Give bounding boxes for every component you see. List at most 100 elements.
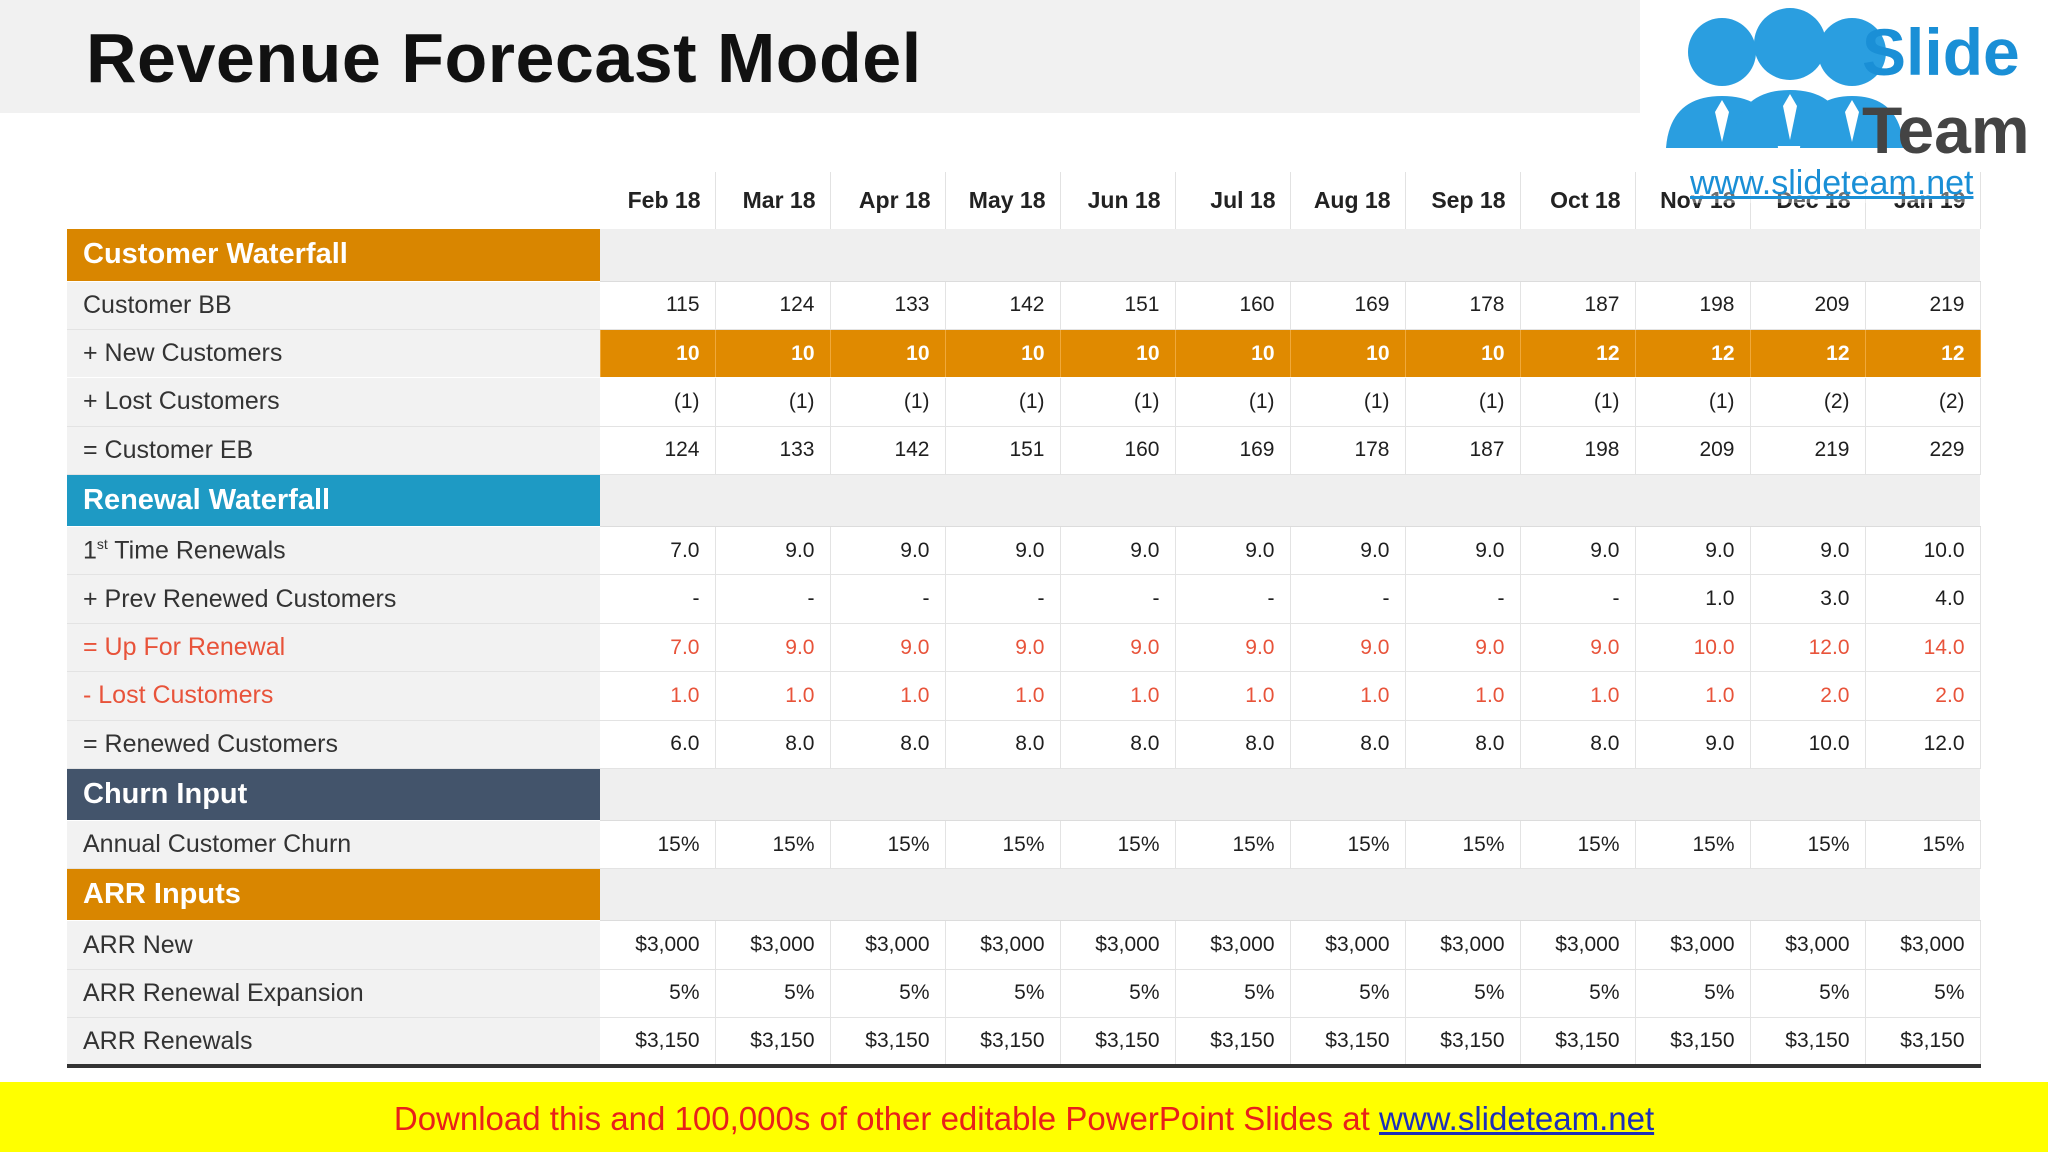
value-cell: $3,150 [1060, 1017, 1176, 1069]
value-cell: 7.0 [600, 623, 716, 673]
banner-link[interactable]: www.slideteam.net [1379, 1100, 1655, 1137]
value-cell: 9.0 [1635, 526, 1751, 576]
row-label: ARR Renewal Expansion [67, 969, 600, 1019]
tie-icons [1715, 94, 1859, 142]
value-cell: 12 [1750, 329, 1866, 379]
value-cell: 10 [715, 329, 831, 379]
row-label: Customer BB [67, 281, 600, 330]
value-cell: 5% [715, 969, 831, 1019]
month-header: Nov 18 [1635, 172, 1751, 229]
value-cell: 8.0 [1175, 720, 1291, 770]
value-cell: 8.0 [1520, 720, 1636, 770]
value-cell: $3,150 [1750, 1017, 1866, 1069]
value-cell: 2.0 [1750, 671, 1866, 721]
value-cell: 10 [1405, 329, 1521, 379]
value-cell: - [830, 574, 946, 624]
value-cell: (1) [1405, 377, 1521, 427]
value-cell: 209 [1635, 426, 1751, 476]
row-label: Annual Customer Churn [67, 820, 600, 870]
value-cell: 5% [1175, 969, 1291, 1019]
value-cell: $3,150 [1405, 1017, 1521, 1069]
value-cell: 10.0 [1635, 623, 1751, 673]
page-title: Revenue Forecast Model [86, 19, 922, 97]
month-header: Oct 18 [1520, 172, 1636, 229]
value-cell: $3,000 [600, 920, 716, 970]
value-cell: 5% [830, 969, 946, 1019]
row-renewed-customers: = Renewed Customers 6.0 8.0 8.0 8.0 8.0 8.0 8.… [67, 720, 1981, 770]
row-label: ARR New [67, 920, 600, 970]
slideteam-logo[interactable] [1640, 0, 2048, 200]
section-header-fill [600, 229, 1980, 282]
value-cell: 1.0 [1635, 671, 1751, 721]
value-cell: 9.0 [1175, 526, 1291, 576]
value-cell: 15% [1405, 820, 1521, 870]
value-cell: 1.0 [1405, 671, 1521, 721]
logo-wordmark-slide: Slide [1862, 15, 2020, 89]
month-header: Feb 18 [600, 172, 716, 229]
value-cell: 15% [1750, 820, 1866, 870]
month-header: Sep 18 [1405, 172, 1521, 229]
row-arr-renewal-expansion: ARR Renewal Expansion 5% 5% 5% 5% 5% 5% 5% 5% 5%… [67, 969, 1981, 1019]
value-cell: (1) [1175, 377, 1291, 427]
value-cell: 133 [715, 426, 831, 476]
value-cell: 15% [830, 820, 946, 870]
section-title: ARR Inputs [67, 868, 600, 922]
row-customer-eb: = Customer EB 124 133 142 151 160 169 178 187 19… [67, 426, 1981, 476]
row-customer-bb: Customer BB 115 124 133 142 151 160 169 178 187 1… [67, 281, 1981, 330]
value-cell: 198 [1520, 426, 1636, 476]
month-header: May 18 [945, 172, 1061, 229]
logo-url-link[interactable]: www.slideteam.net [1690, 164, 1974, 203]
header-spacer [67, 172, 600, 229]
value-cell: 5% [1290, 969, 1406, 1019]
value-cell: - [715, 574, 831, 624]
row-label: = Up For Renewal [67, 623, 600, 673]
value-cell: 14.0 [1865, 623, 1981, 673]
value-cell: - [600, 574, 716, 624]
month-header: Apr 18 [830, 172, 946, 229]
value-cell: - [1520, 574, 1636, 624]
value-cell: $3,000 [1635, 920, 1751, 970]
value-cell: $3,000 [1175, 920, 1291, 970]
value-cell: 160 [1175, 281, 1291, 330]
value-cell: 169 [1175, 426, 1291, 476]
download-banner-text: Download this and 100,000s of other edit… [0, 1100, 2048, 1138]
value-cell: 12 [1520, 329, 1636, 379]
value-cell: $3,000 [830, 920, 946, 970]
value-cell: 1.0 [1060, 671, 1176, 721]
value-cell: 1.0 [945, 671, 1061, 721]
value-cell: 15% [1520, 820, 1636, 870]
section-title: Renewal Waterfall [67, 474, 600, 528]
value-cell: 9.0 [715, 526, 831, 576]
row-arr-renewals: ARR Renewals $3,150 $3,150 $3,150 $3,150 $3,… [67, 1017, 1981, 1069]
value-cell: $3,150 [1290, 1017, 1406, 1069]
value-cell: 8.0 [830, 720, 946, 770]
month-header: Dec 18 [1750, 172, 1866, 229]
revenue-forecast-table: Feb 18 Mar 18 Apr 18 May 18 Jun 18 Jul 1… [67, 172, 1981, 1069]
value-cell: 9.0 [1635, 720, 1751, 770]
month-header: Jul 18 [1175, 172, 1291, 229]
download-banner [0, 1082, 2048, 1152]
value-cell: 8.0 [945, 720, 1061, 770]
value-cell: 5% [1520, 969, 1636, 1019]
row-label: + Prev Renewed Customers [67, 574, 600, 624]
row-label-ordinal: st [96, 536, 108, 553]
value-cell: 209 [1750, 281, 1866, 330]
section-header-fill [600, 474, 1980, 528]
value-cell: 5% [945, 969, 1061, 1019]
value-cell: 9.0 [945, 623, 1061, 673]
value-cell: 142 [945, 281, 1061, 330]
value-cell: 219 [1865, 281, 1981, 330]
value-cell: 9.0 [1060, 623, 1176, 673]
value-cell: 8.0 [715, 720, 831, 770]
row-lost-customers: + Lost Customers (1) (1) (1) (1) (1) (1) (1) (1… [67, 377, 1981, 427]
value-cell: - [945, 574, 1061, 624]
value-cell: 4.0 [1865, 574, 1981, 624]
value-cell: $3,150 [715, 1017, 831, 1069]
month-header: Aug 18 [1290, 172, 1406, 229]
value-cell: 187 [1520, 281, 1636, 330]
value-cell: 133 [830, 281, 946, 330]
value-cell: 9.0 [1750, 526, 1866, 576]
month-header: Jan 19 [1865, 172, 1981, 229]
value-cell: (1) [830, 377, 946, 427]
row-prev-renewed-customers: + Prev Renewed Customers - - - - - - - - -1.0 3.0… [67, 574, 1981, 624]
